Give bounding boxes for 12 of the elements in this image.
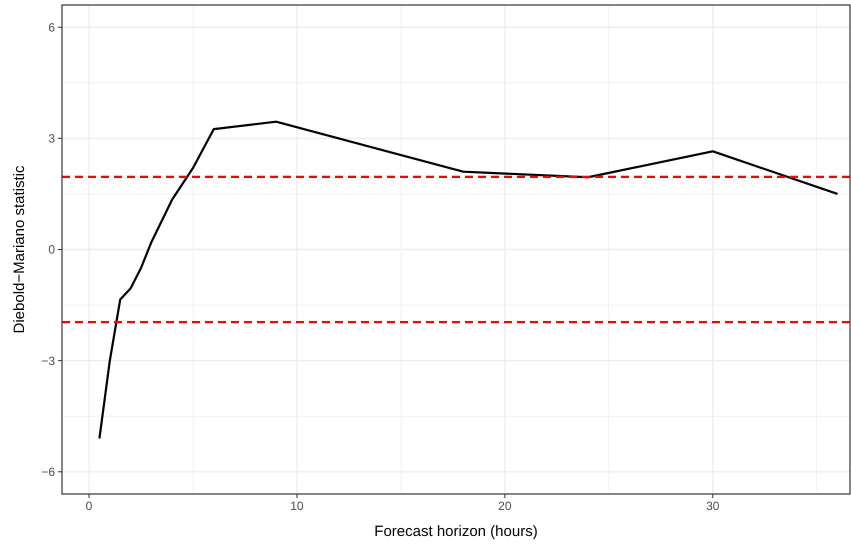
x-tick-label: 10 — [290, 499, 304, 513]
y-tick-label: 6 — [48, 20, 56, 34]
line-series — [98, 120, 839, 440]
x-tick-label: 30 — [706, 499, 720, 513]
y-tick-label: −6 — [41, 464, 56, 479]
y-tick-label: 3 — [48, 132, 56, 146]
y-tick-label: −3 — [41, 354, 56, 368]
y-tick-label: 0 — [48, 242, 56, 257]
y-axis-title: Diebold−Mariano statistic — [11, 165, 28, 334]
x-tick-label: 20 — [498, 499, 512, 513]
x-axis-title: Forecast horizon (hours) — [374, 523, 538, 540]
x-tick-label: 0 — [86, 499, 93, 513]
